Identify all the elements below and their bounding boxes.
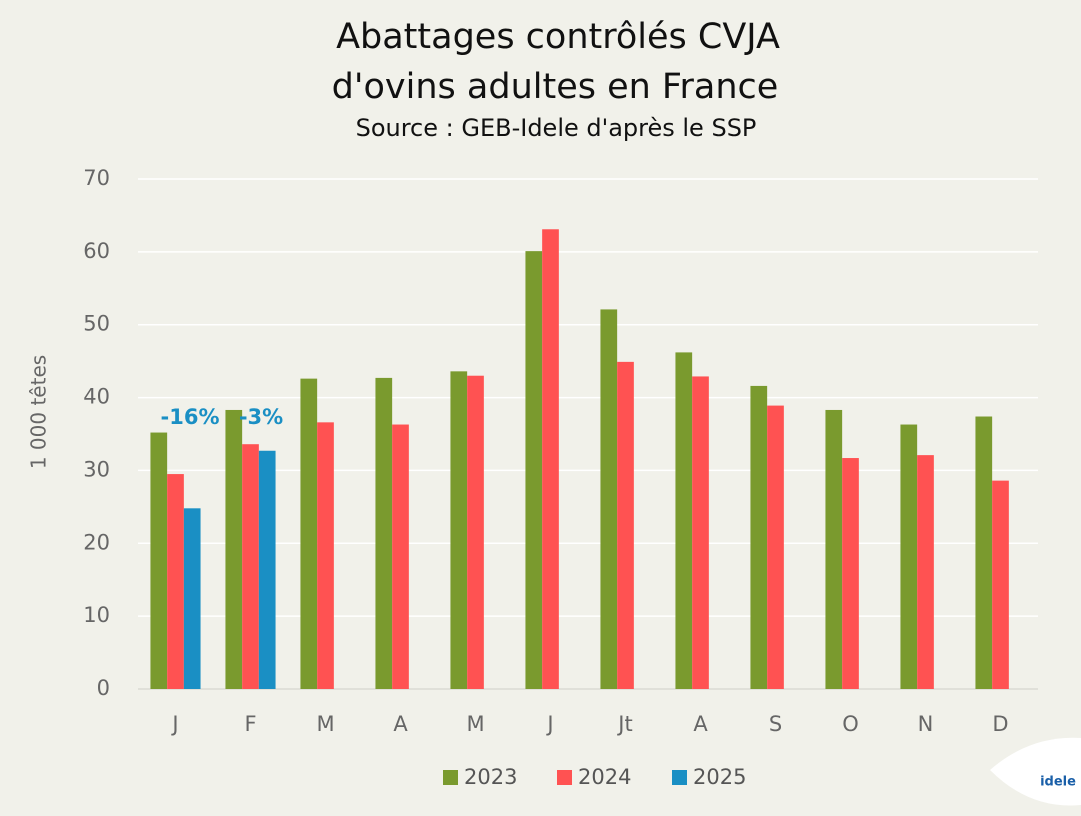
y-tick-label: 70 (83, 166, 110, 190)
bar (375, 377, 393, 689)
logo: idele (1040, 775, 1076, 790)
legend-label: 2024 (578, 765, 631, 789)
x-tick-label: A (393, 712, 408, 736)
x-tick-label: O (842, 712, 859, 736)
legend-swatch (557, 770, 572, 785)
bar (617, 361, 634, 689)
x-tick-label: M (466, 712, 484, 736)
annotation: -3% (239, 405, 283, 429)
annotation: -16% (161, 405, 220, 429)
bar (167, 474, 184, 689)
y-tick-label: 0 (97, 676, 110, 700)
bar (183, 508, 201, 689)
x-tick-label: J (170, 712, 178, 736)
bar (242, 444, 259, 689)
bar (600, 309, 618, 689)
chart-subtitle: Source : GEB-Idele d'après le SSP (356, 114, 757, 142)
bar (975, 416, 993, 689)
y-tick-label: 40 (83, 385, 110, 409)
bar (750, 385, 768, 689)
y-tick-label: 50 (83, 312, 110, 336)
bar (467, 375, 484, 689)
y-tick-label: 10 (83, 603, 110, 627)
bar (917, 455, 934, 689)
bar (450, 371, 468, 689)
bar (992, 480, 1009, 689)
bar (767, 405, 784, 689)
bar (150, 432, 168, 689)
bar (258, 450, 276, 689)
x-tick-label: N (918, 712, 934, 736)
bar (317, 422, 334, 689)
x-tick-label: J (545, 712, 553, 736)
chart-title: Abattages contrôlés CVJA (336, 17, 780, 57)
bar (842, 458, 859, 689)
y-axis-label: 1 000 têtes (27, 355, 51, 469)
legend-label: 2025 (693, 765, 746, 789)
x-tick-label: D (992, 712, 1008, 736)
x-tick-label: Jt (616, 712, 632, 736)
bar (225, 409, 243, 689)
legend-swatch (672, 770, 687, 785)
x-tick-label: M (316, 712, 334, 736)
legend-swatch (443, 770, 458, 785)
bar (542, 229, 559, 689)
bar (675, 352, 693, 689)
y-tick-label: 30 (83, 457, 110, 481)
bar (525, 251, 543, 689)
x-tick-label: A (693, 712, 708, 736)
bar (392, 424, 409, 689)
bar (825, 409, 843, 689)
x-tick-label: F (244, 712, 256, 736)
x-tick-label: S (769, 712, 782, 736)
y-tick-label: 60 (83, 239, 110, 263)
y-tick-label: 20 (83, 530, 110, 554)
bar (300, 378, 318, 689)
chart-title: d'ovins adultes en France (332, 67, 779, 107)
legend-label: 2023 (464, 765, 517, 789)
logo-badge (990, 737, 1081, 806)
bar (692, 376, 709, 689)
bar (900, 424, 918, 689)
